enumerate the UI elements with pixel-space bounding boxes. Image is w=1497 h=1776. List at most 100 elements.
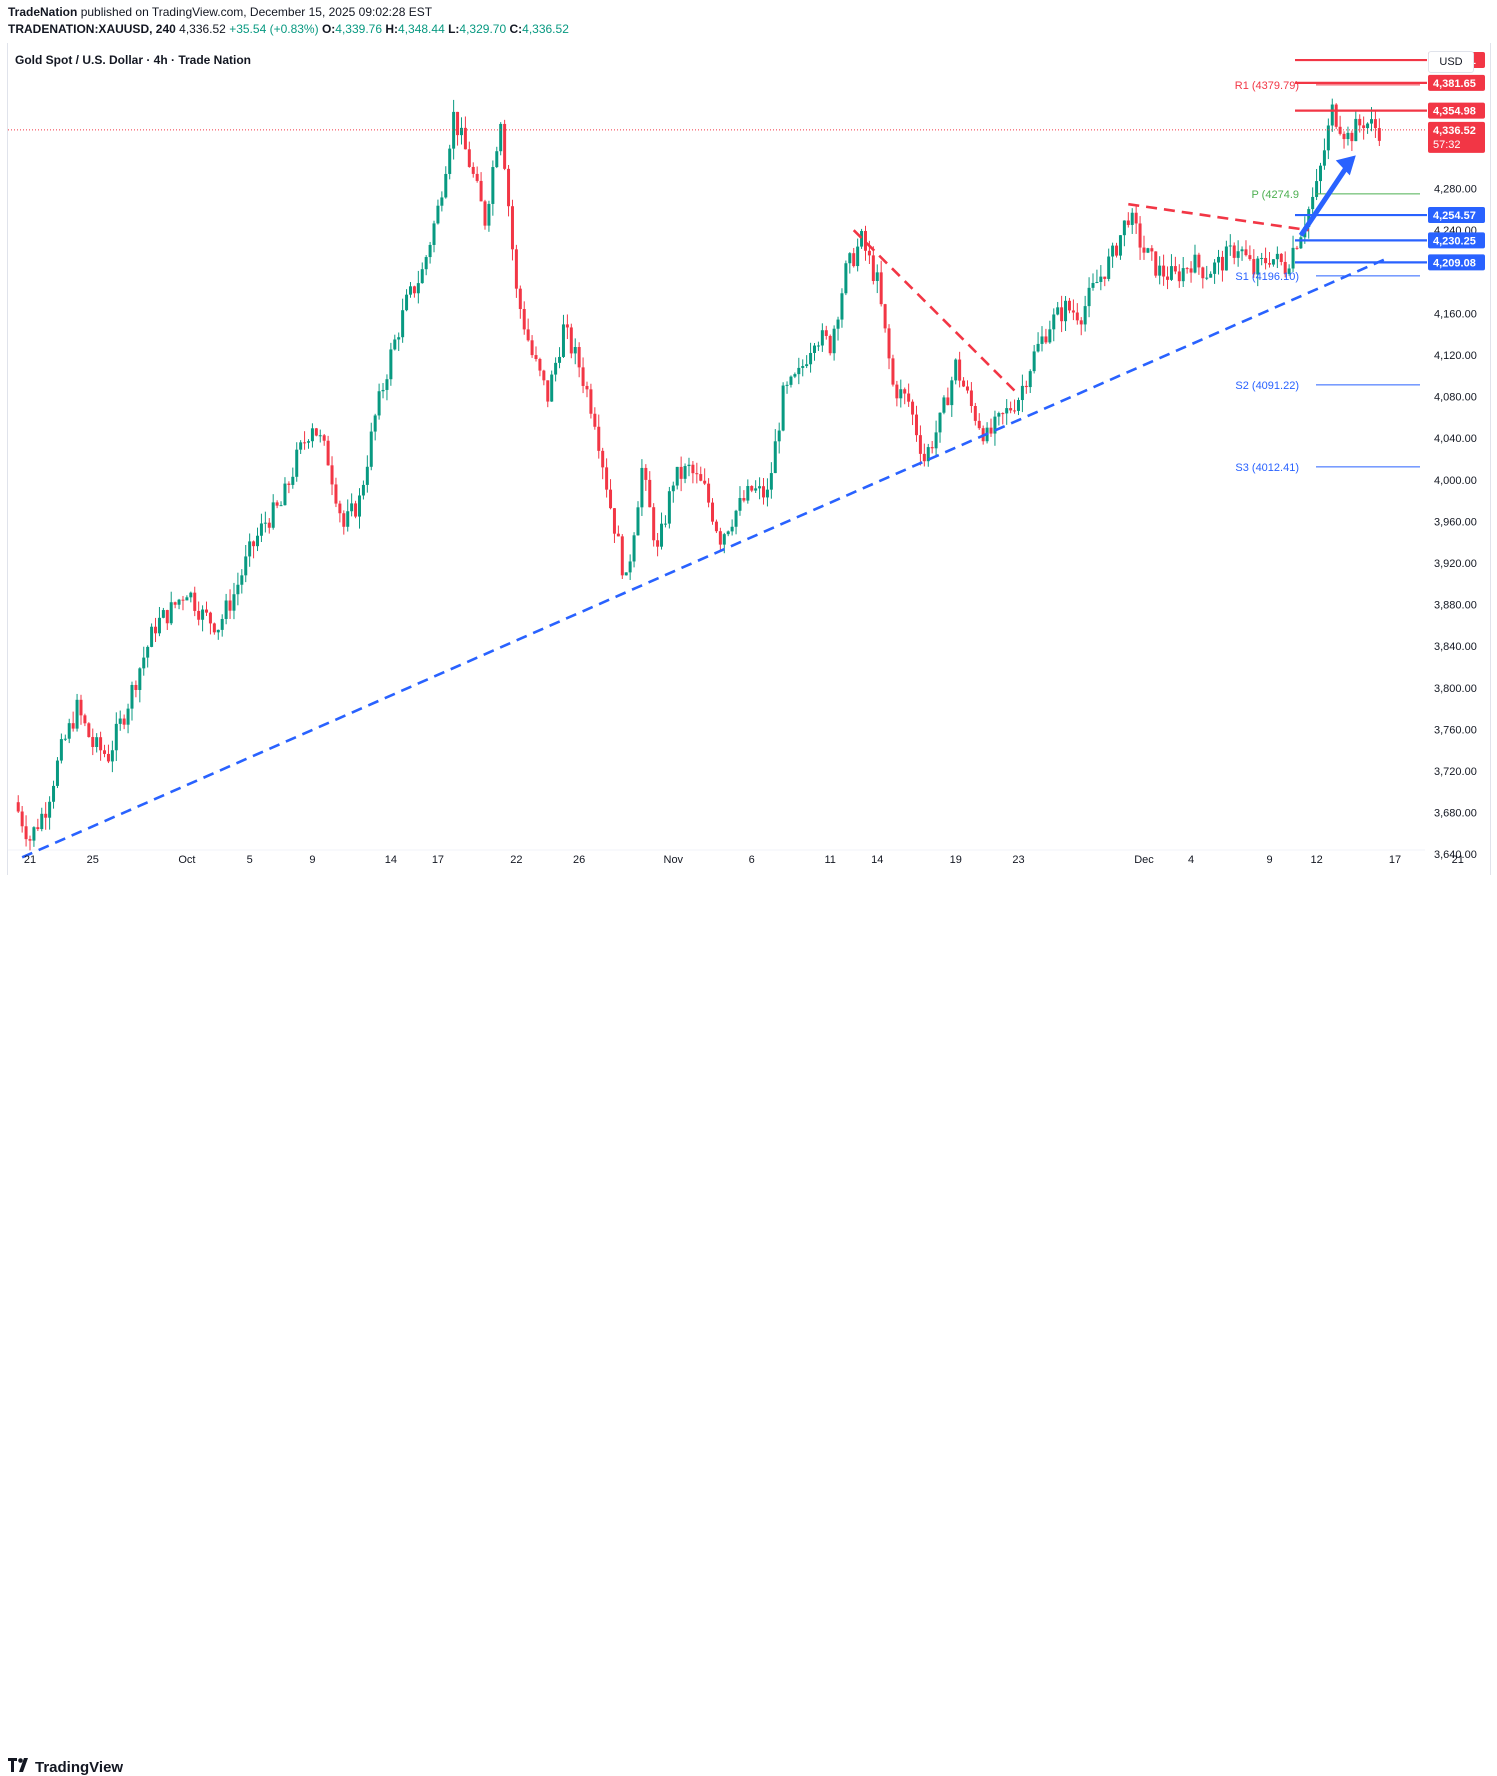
chart-panel[interactable] — [7, 43, 1491, 875]
candle — [1338, 115, 1342, 136]
price-axis[interactable]: 4,280.004,240.004,160.004,120.004,080.00… — [1428, 52, 1485, 861]
candle-body — [405, 294, 409, 311]
candle-body — [1146, 248, 1150, 253]
candle — [55, 757, 59, 789]
candle — [899, 379, 903, 408]
candle-body — [589, 389, 593, 414]
candle — [1079, 317, 1083, 336]
tradingview-logo[interactable]: TradingView — [8, 1758, 123, 1776]
candle-body — [1056, 307, 1060, 315]
candle-body — [1067, 300, 1071, 311]
candle-body — [1142, 247, 1146, 253]
candle-body — [232, 594, 236, 611]
candle — [1115, 242, 1119, 258]
candle-body — [793, 374, 797, 377]
candle — [589, 383, 593, 419]
candle — [793, 372, 797, 379]
candle-body — [177, 599, 181, 605]
symbol-label[interactable]: TRADENATION:XAUUSD, 240 — [8, 22, 176, 36]
high-value: 4,348.44 — [398, 22, 445, 36]
time-tick-label: 14 — [871, 854, 883, 866]
price-tick-label: 3,840.00 — [1434, 641, 1477, 653]
candle-body — [436, 205, 440, 224]
time-axis[interactable]: 21 25 Oct 5 9 14 17 22 26 Nov 6 11 14 19 23 Dec 4 9 12 17 21 — [24, 854, 1464, 866]
candle-body — [663, 523, 667, 525]
candle — [660, 512, 664, 550]
candle — [577, 342, 581, 378]
candle-body — [958, 359, 962, 381]
price-tag: 4,354.98 — [1428, 102, 1485, 119]
candle-body — [1217, 256, 1221, 263]
candle — [291, 467, 295, 489]
candle — [679, 456, 683, 492]
candles — [16, 98, 1381, 851]
candle-body — [507, 168, 511, 207]
candle — [640, 459, 644, 516]
candle — [762, 477, 766, 505]
trendline-descending-resistance-dec — [1128, 202, 1309, 232]
price-tag: 4,230.25 — [1428, 232, 1485, 249]
candle — [189, 591, 193, 603]
candle — [813, 343, 816, 361]
price-tick-label: 3,920.00 — [1434, 558, 1477, 570]
price-tag-label: 4,230.25 — [1433, 235, 1476, 247]
candle — [361, 480, 365, 500]
candle-body — [1268, 263, 1272, 265]
candle-body — [1060, 307, 1064, 322]
candle-body — [722, 534, 726, 545]
candle — [1095, 269, 1099, 284]
candle-body — [946, 397, 950, 406]
candle — [161, 607, 165, 619]
candle-body — [597, 426, 601, 451]
price-tick-label: 3,760.00 — [1434, 724, 1477, 736]
candle — [350, 493, 354, 517]
candle — [1126, 212, 1130, 228]
candle — [389, 342, 393, 386]
candle — [118, 710, 122, 731]
candle — [989, 418, 993, 437]
candle — [1138, 216, 1142, 260]
candle — [1111, 242, 1115, 268]
candle — [1311, 187, 1315, 218]
candle-body — [695, 473, 699, 475]
currency-button[interactable]: USD — [1428, 51, 1474, 73]
candle-body — [867, 250, 871, 256]
candle — [412, 285, 416, 298]
candle-body — [248, 541, 252, 557]
candle — [1224, 240, 1228, 271]
candle — [1064, 296, 1068, 332]
candle-body — [856, 246, 860, 267]
candle — [1315, 168, 1319, 201]
candle-body — [918, 435, 922, 454]
candle-body — [1016, 400, 1020, 411]
candle — [267, 518, 271, 534]
candle — [1193, 244, 1197, 274]
candle-body — [1326, 125, 1330, 151]
publisher-name[interactable]: TradeNation — [8, 5, 78, 19]
candle — [263, 511, 267, 533]
candle — [1071, 299, 1075, 321]
candle-body — [824, 330, 828, 336]
candle — [1209, 271, 1213, 278]
candle-body — [381, 389, 385, 392]
candle — [1067, 297, 1071, 314]
candle-body — [648, 479, 652, 508]
candle-body — [718, 531, 722, 545]
candle-body — [914, 414, 918, 436]
candle-body — [1044, 336, 1048, 343]
candle-body — [993, 416, 997, 434]
candle-body — [989, 427, 993, 434]
candle-body — [1095, 281, 1099, 283]
candle — [946, 387, 950, 406]
candle-body — [287, 483, 291, 485]
candle — [369, 422, 373, 471]
candle — [377, 383, 381, 420]
candle-body — [1248, 255, 1252, 260]
pivot-label: S2 (4091.22) — [1235, 380, 1299, 392]
candle — [393, 334, 397, 351]
candle — [711, 498, 715, 525]
candle — [83, 713, 87, 727]
price-chart[interactable]: R1 (4379.79) P (4274.9 S1 (4196.10) S2 (409… — [0, 0, 1497, 911]
candle-body — [416, 283, 420, 294]
candle — [259, 513, 263, 543]
